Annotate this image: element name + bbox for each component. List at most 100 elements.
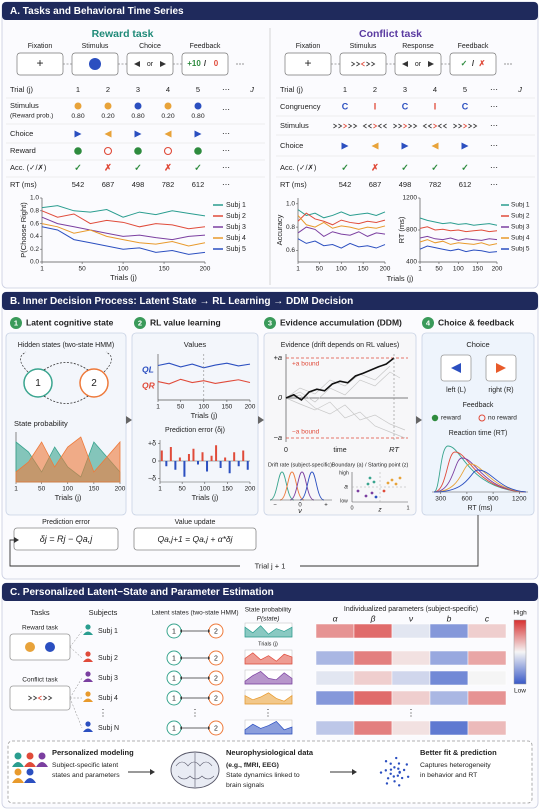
state-prob-area [244, 670, 293, 685]
accuracy-mark: ✓ [341, 162, 349, 172]
ellipsis: ⋯ [222, 129, 230, 138]
subject-body [83, 658, 93, 662]
column-title: State probability [245, 607, 292, 614]
person-body [12, 778, 24, 783]
person-head [38, 752, 46, 760]
step-label: RL value learning [150, 317, 221, 327]
column-title: Tasks [30, 608, 49, 617]
rt-value: 498 [132, 180, 145, 189]
param-label: α [333, 613, 339, 623]
x-tick-label: 150 [472, 266, 483, 273]
flanker-arrow [433, 123, 438, 129]
header-bar [2, 2, 538, 20]
step-number: 3 [268, 318, 272, 327]
x-tick-label: 1 [418, 266, 422, 273]
x-tick-label: 150 [358, 266, 369, 273]
drift-density [289, 471, 315, 501]
trial-number: 5 [463, 85, 467, 94]
row-label: Stimulus [280, 121, 309, 130]
step-badge [134, 317, 146, 329]
line [41, 226, 206, 255]
ellipsis: ⋯ [222, 105, 230, 114]
bar [242, 450, 245, 461]
drift-density [299, 471, 325, 501]
loop-label: Trial j + 1 [255, 561, 286, 570]
rt-value: 542 [339, 180, 352, 189]
person-body [24, 778, 36, 783]
x-tick-label: 100 [198, 404, 209, 411]
flanker-arrow [413, 123, 418, 129]
bar [165, 461, 168, 467]
trial-number: J [249, 85, 254, 94]
bar [210, 455, 213, 461]
trial-number: 2 [373, 85, 377, 94]
fixation-cross: + [36, 56, 43, 70]
y-tick-label: +a [273, 353, 282, 362]
y-axis-label: RT (ms) [397, 216, 406, 243]
arrow-head [208, 629, 210, 633]
congruency: I [374, 101, 377, 111]
arrow-head [180, 676, 182, 680]
triangle [451, 363, 461, 373]
stimulus-dot [74, 102, 82, 110]
task-dot [45, 642, 55, 652]
scatter-point [372, 480, 376, 484]
fit-dot [406, 775, 410, 779]
flanker-arrow [393, 123, 398, 129]
param-label: c [485, 613, 490, 623]
subject-body [83, 631, 93, 635]
accuracy-mark: ✓ [134, 162, 142, 172]
trial-number: 2 [106, 85, 110, 94]
accuracy-mark: ✗ [371, 162, 379, 172]
step-badge [10, 317, 22, 329]
flanker-arrow [422, 123, 427, 129]
flanker-arrow [473, 123, 478, 129]
rt-density [433, 469, 527, 493]
flanker-arrow [343, 123, 348, 129]
arrow-head [208, 726, 210, 730]
x-axis-label: Trials (j) [387, 274, 414, 283]
reward-open [103, 146, 113, 156]
stage-label: Stimulus [350, 43, 377, 50]
column-title: Subjects [89, 608, 118, 617]
assign-line [69, 646, 83, 659]
trial-number: 4 [166, 85, 170, 94]
trial-number: J [517, 85, 522, 94]
task-title: Reward task [92, 28, 154, 40]
heatmap-cell [429, 720, 469, 736]
y-tick-label: −δ [148, 475, 156, 482]
triangle [461, 142, 469, 150]
x-tick-label: 150 [159, 266, 170, 273]
stimulus-dot [164, 102, 172, 110]
step-box [131, 332, 259, 516]
y-tick-label: 0.2 [30, 246, 39, 253]
column-title: Latent states (two-state HMM) [151, 610, 238, 617]
step-label: Latent cognitive state [26, 317, 114, 327]
transition-arc [43, 362, 89, 371]
rt-density [433, 457, 527, 493]
legend-label: Subj 5 [226, 246, 246, 253]
x-axis-label: Trials (j) [110, 273, 137, 282]
state-label: 2 [214, 725, 218, 732]
ellipsis: ⋯ [222, 180, 230, 189]
state-label: 1 [172, 725, 176, 732]
line [419, 235, 498, 241]
y-tick-label: 800 [406, 227, 417, 234]
step-label: Choice & feedback [438, 317, 514, 327]
reward-filled [134, 147, 142, 155]
x-tick-label: 50 [316, 266, 324, 273]
tick-label: 1 [406, 505, 409, 511]
heatmap-cell [353, 690, 393, 706]
rt-density [433, 445, 527, 493]
rt-value: 612 [192, 180, 205, 189]
state-label: 2 [214, 628, 218, 635]
bound-label: +a bound [292, 361, 320, 368]
x-tick-label: 1 [158, 486, 162, 493]
arrow-head [352, 769, 357, 775]
rt-value: 687 [369, 180, 382, 189]
person-body [24, 762, 36, 767]
row-label: Stimulus [10, 101, 39, 110]
fit-dot [389, 772, 392, 775]
x-axis-label: Trials (j) [55, 493, 82, 502]
assign-line [69, 677, 83, 699]
